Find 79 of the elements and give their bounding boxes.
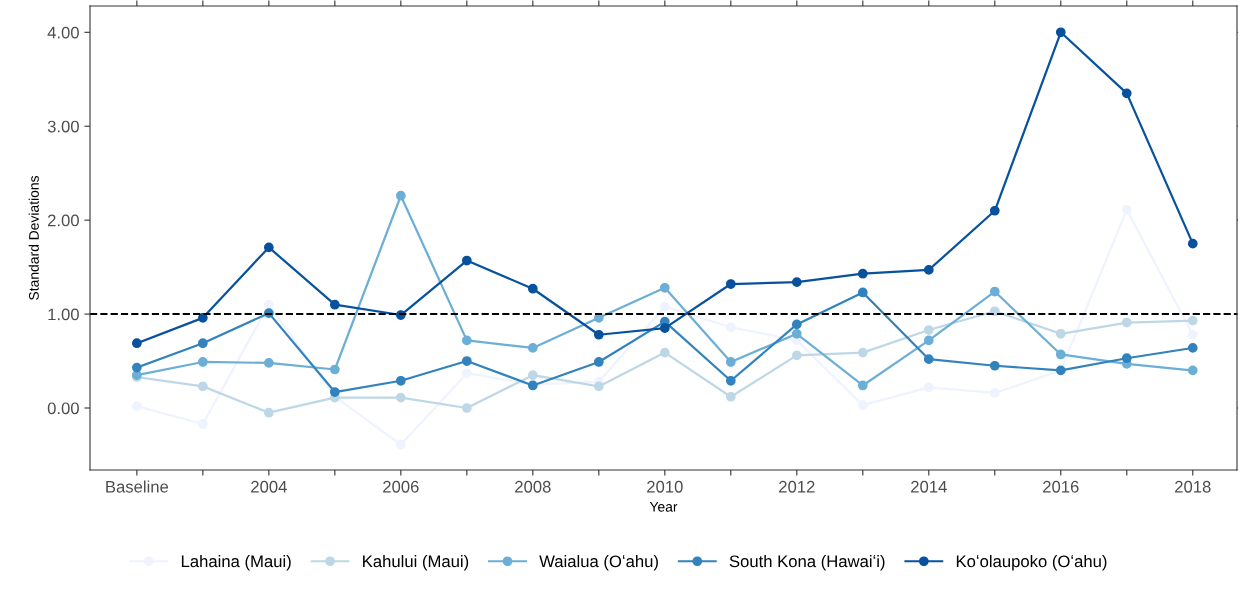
point [593, 357, 604, 367]
point [263, 242, 274, 253]
point [659, 282, 670, 293]
point [791, 277, 802, 288]
point [1187, 238, 1198, 249]
point [461, 403, 472, 413]
point [791, 319, 802, 330]
point [1187, 365, 1198, 376]
point [857, 347, 868, 358]
point [1055, 328, 1066, 339]
point [1055, 349, 1066, 360]
point [197, 357, 208, 367]
point [527, 343, 538, 353]
point [1187, 343, 1198, 353]
point [263, 358, 274, 368]
point [857, 287, 868, 298]
point [461, 335, 472, 346]
x-tick-label: 2016 [1043, 480, 1079, 493]
point [725, 391, 736, 402]
point [395, 190, 406, 201]
point [461, 356, 472, 366]
point [395, 375, 406, 386]
point [1187, 315, 1198, 326]
point [725, 375, 736, 386]
point [725, 279, 736, 289]
x-axis-title: Year [649, 502, 678, 512]
point [923, 265, 934, 275]
point [593, 381, 604, 392]
x-tick-label: Baseline [106, 480, 169, 493]
point [923, 325, 934, 335]
x-tick-label: 2014 [911, 480, 947, 493]
point [923, 335, 934, 346]
y-tick-label: 1.00 [48, 308, 79, 321]
x-tick-label: 2006 [383, 480, 419, 493]
point [329, 387, 340, 397]
point [857, 268, 868, 279]
legend-label: Koʻolaupoko (Oʻahu) [956, 555, 1107, 571]
point [197, 381, 208, 392]
point [791, 350, 802, 361]
point [329, 364, 340, 375]
point [659, 301, 670, 312]
point [989, 286, 1000, 297]
point [329, 299, 340, 310]
legend-label: Lahaina (Maui) [181, 555, 291, 571]
point [791, 328, 802, 339]
legend-label: South Kona (Hawaiʻi) [729, 555, 885, 571]
point [263, 407, 274, 418]
point [197, 338, 208, 349]
y-tick-label: 4.00 [47, 26, 79, 39]
y-tick-label: 3.00 [47, 120, 79, 133]
point [1055, 27, 1066, 38]
point [857, 380, 868, 391]
point [593, 329, 604, 340]
point [527, 283, 538, 294]
x-tick-label: 2008 [515, 480, 551, 493]
point [1121, 353, 1132, 364]
legend-label: Waialua (Oʻahu) [539, 555, 658, 571]
point [197, 312, 208, 323]
point [1121, 88, 1132, 99]
point [1121, 317, 1132, 328]
point [131, 362, 142, 373]
point [659, 347, 670, 358]
point [527, 370, 538, 380]
point [659, 323, 670, 334]
x-tick-label: 2012 [779, 480, 815, 493]
point [725, 357, 736, 367]
point [923, 354, 934, 365]
point [395, 392, 406, 403]
point [989, 205, 1000, 216]
x-tick-label: 2018 [1175, 480, 1211, 493]
y-tick-label: 0.00 [47, 402, 79, 415]
y-axis-title: Standard Deviations [28, 175, 39, 300]
point [131, 338, 142, 349]
point [989, 360, 1000, 371]
x-tick-label: 2010 [647, 480, 683, 493]
y-tick-label: 2.00 [47, 214, 79, 227]
x-tick-label: 2004 [251, 480, 287, 493]
point [461, 255, 472, 266]
legend-label: Kahului (Maui) [363, 555, 469, 571]
